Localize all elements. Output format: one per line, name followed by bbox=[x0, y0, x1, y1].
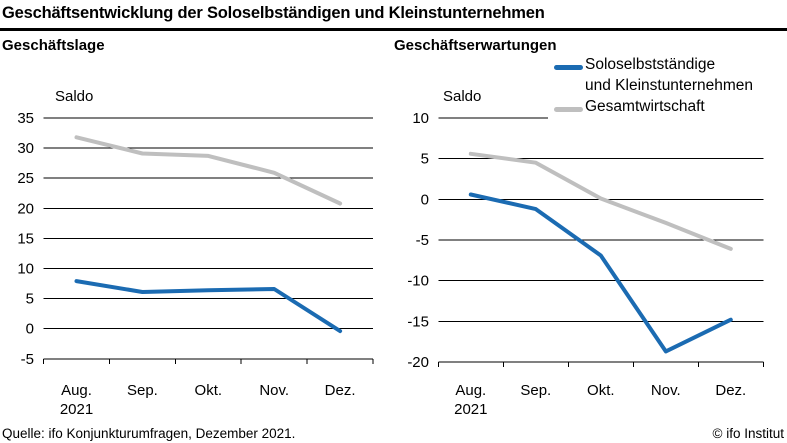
legend-line-sample-gesamtwirtschaft bbox=[554, 107, 583, 112]
series-line-gesamtwirtschaft bbox=[468, 151, 733, 251]
y-tick-label: 35 bbox=[17, 110, 34, 127]
x-tick-label: Sep. bbox=[520, 382, 551, 399]
y-tick-label: -5 bbox=[21, 351, 34, 368]
right-panel-title: Geschäftserwartungen bbox=[394, 37, 557, 54]
y-tick-label: 5 bbox=[421, 151, 429, 168]
y-tick-label: -15 bbox=[407, 313, 429, 330]
y-tick-label: 30 bbox=[17, 140, 34, 157]
y-tick-label: -20 bbox=[407, 354, 429, 371]
x-tick-label: Aug. bbox=[61, 382, 92, 399]
x-tick-label: Okt. bbox=[587, 382, 615, 399]
x-tick-label: Okt. bbox=[195, 382, 223, 399]
legend-label-soloselbststaendige: Soloselbstständige und Kleinstunternehme… bbox=[585, 54, 753, 96]
y-tick-label: -10 bbox=[407, 273, 429, 290]
x-tick-label: Aug. bbox=[455, 382, 486, 399]
copyright-note: © ifo Institut bbox=[712, 426, 784, 441]
x-tick-label: Dez. bbox=[325, 382, 356, 399]
legend: Soloselbstständige und Kleinstunternehme… bbox=[548, 52, 787, 120]
x-tick-sublabel: 2021 bbox=[60, 401, 93, 418]
legend-label-gesamtwirtschaft: Gesamtwirtschaft bbox=[585, 98, 705, 115]
x-tick-label: Sep. bbox=[127, 382, 158, 399]
page-title: Geschäftsentwicklung der Soloselbständig… bbox=[2, 4, 545, 22]
y-tick-label: 10 bbox=[412, 110, 429, 127]
y-tick-label: 15 bbox=[17, 230, 34, 247]
series-line-gesamtwirtschaft bbox=[74, 135, 343, 206]
y-tick-label: 0 bbox=[421, 191, 429, 208]
legend-label-line2: und Kleinstunternehmen bbox=[585, 77, 754, 94]
x-tick-label: Dez. bbox=[715, 382, 746, 399]
series-line-soloselbststaendige bbox=[468, 192, 733, 354]
left-axis-unit-label: Saldo bbox=[55, 88, 94, 105]
geschaeftslage-chart: 35 30 25 20 15 10 5 0 -5 Aug. 2021 Sep. Okt. Nov. Dez. bbox=[17, 110, 374, 418]
y-tick-label: 20 bbox=[17, 200, 34, 217]
right-axis-unit-label: Saldo bbox=[443, 88, 482, 105]
left-panel-title: Geschäftslage bbox=[2, 37, 105, 54]
source-note: Quelle: ifo Konjunkturumfragen, Dezember… bbox=[2, 426, 296, 441]
y-tick-label: 10 bbox=[17, 261, 34, 278]
x-tick-label: Nov. bbox=[651, 382, 681, 399]
x-tick-sublabel: 2021 bbox=[454, 401, 487, 418]
legend-label-line1: Soloselbstständige bbox=[585, 56, 716, 73]
title-underline bbox=[0, 28, 787, 31]
series-line-soloselbststaendige bbox=[74, 279, 343, 334]
y-tick-label: -5 bbox=[416, 232, 429, 249]
y-tick-label: 5 bbox=[26, 291, 34, 308]
legend-line-sample-soloselbststaendige bbox=[554, 65, 583, 70]
geschaeftserwartungen-chart: 10 5 0 -5 -10 -15 -20 Aug. 2021 Sep. Okt. Nov. Dez. bbox=[407, 110, 764, 418]
y-tick-label: 0 bbox=[26, 321, 34, 338]
x-tick-label: Nov. bbox=[259, 382, 289, 399]
y-tick-label: 25 bbox=[17, 170, 34, 187]
